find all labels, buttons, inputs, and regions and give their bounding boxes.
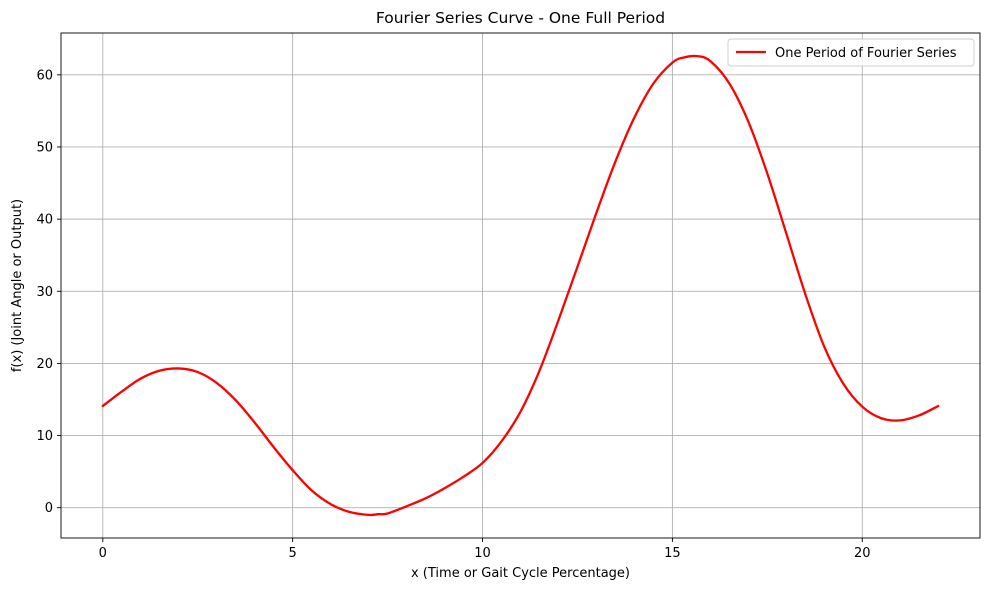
y-tick-label: 0: [45, 501, 53, 516]
legend-box: [727, 38, 975, 67]
legend: One Period of Fourier Series: [727, 38, 975, 67]
x-tick-label: 0: [99, 546, 107, 561]
data-layer: [101, 54, 940, 517]
x-tick-label: 10: [474, 546, 491, 561]
y-tick-label: 40: [36, 213, 53, 228]
x-axis-label: x (Time or Gait Cycle Percentage): [411, 566, 630, 581]
y-tick-label: 20: [36, 357, 53, 372]
y-tick-label: 10: [36, 429, 53, 444]
x-tick-label: 20: [854, 546, 871, 561]
y-tick-label: 50: [36, 140, 53, 155]
x-tick-label: 15: [664, 546, 681, 561]
grid-lines: [61, 33, 980, 538]
axis-ticks: 0 5 10 15 20 0 10 20 30 40 50 60: [36, 68, 870, 561]
series-line: [101, 54, 940, 517]
legend-label: One Period of Fourier Series: [775, 46, 957, 61]
x-tick-label: 5: [289, 546, 297, 561]
y-axis-label: f(x) (Joint Angle or Output): [10, 199, 25, 372]
y-tick-label: 30: [36, 285, 53, 300]
chart-title: Fourier Series Curve - One Full Period: [376, 9, 665, 27]
y-tick-label: 60: [36, 68, 53, 83]
plot-frame: [60, 32, 981, 539]
